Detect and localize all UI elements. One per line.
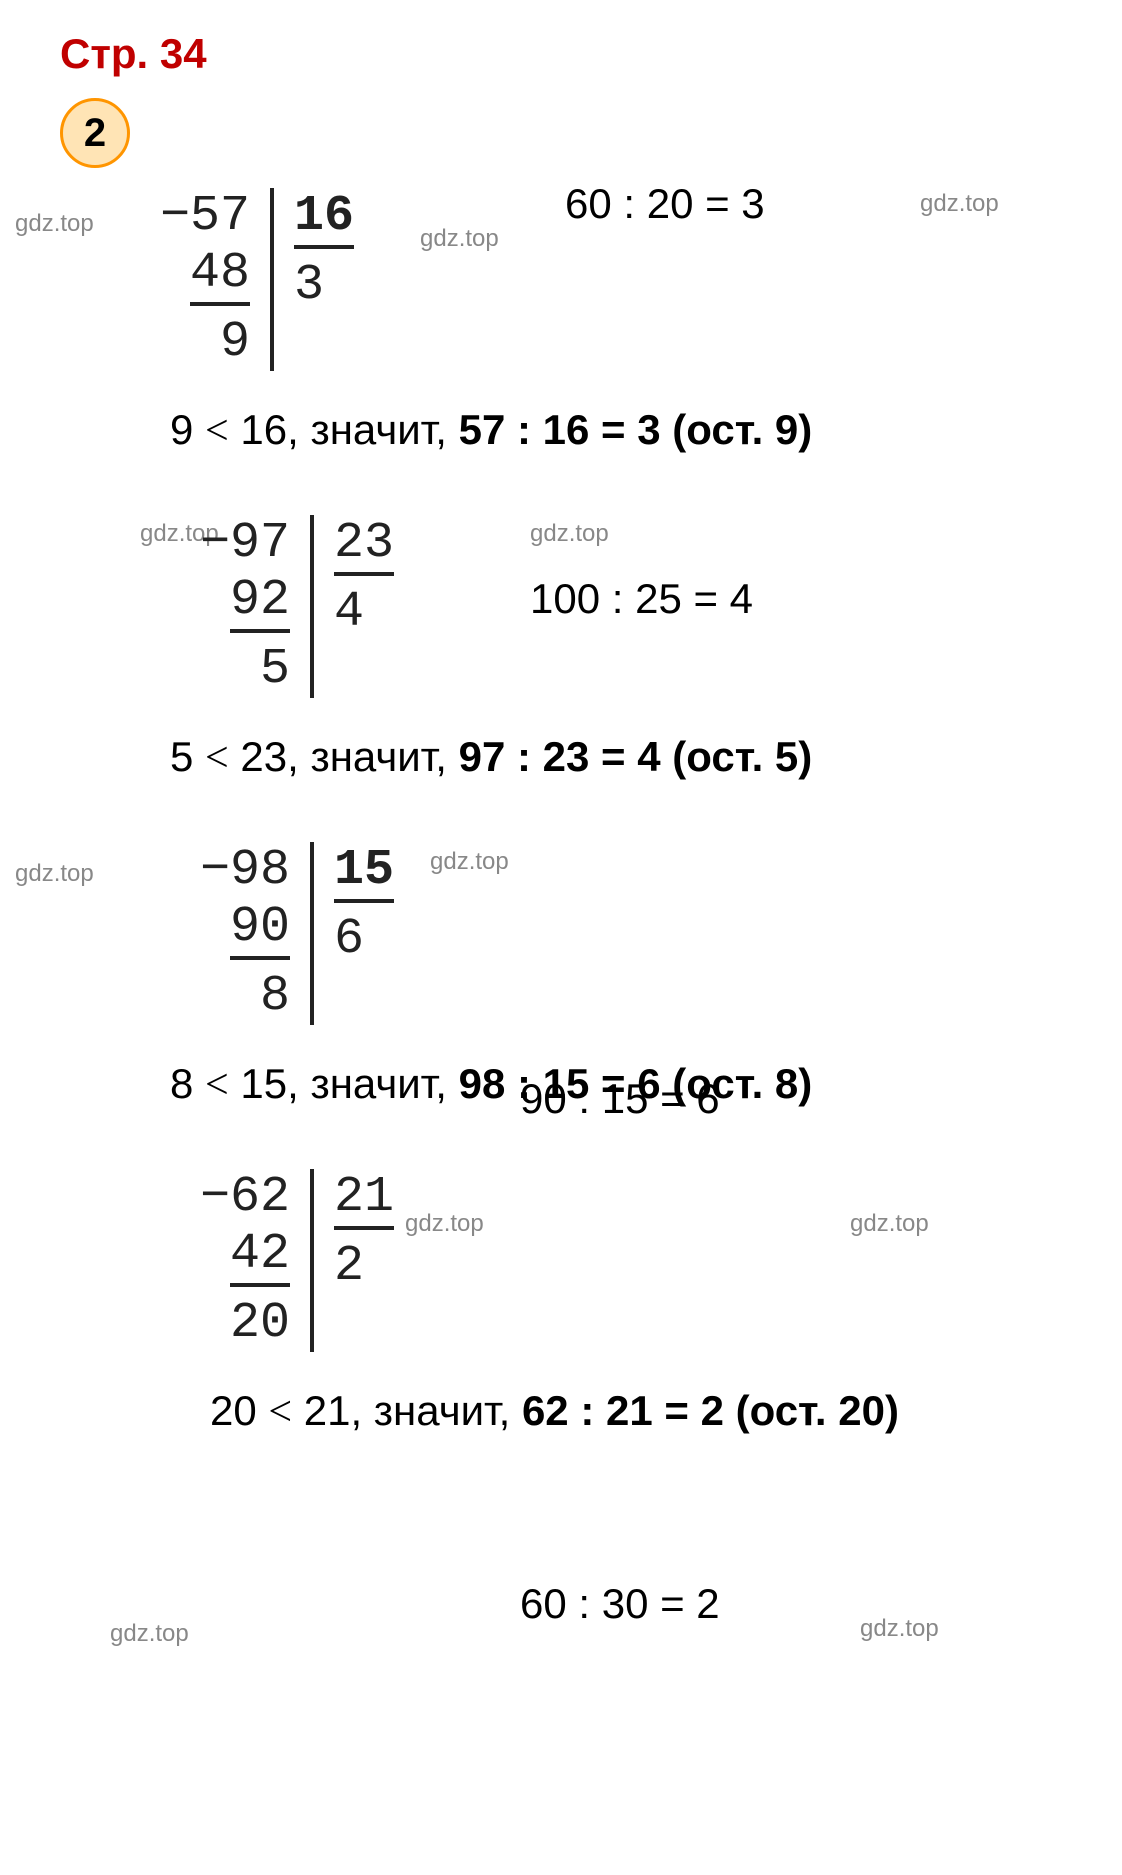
remainder: 9 — [190, 306, 250, 371]
remainder: 20 — [230, 1287, 290, 1352]
quotient: 6 — [334, 903, 394, 968]
hint-division-4: 60 : 30 = 2 — [520, 1580, 720, 1628]
subtrahend: 48 — [190, 245, 250, 306]
watermark: gdz.top — [15, 210, 94, 238]
subtrahend: 90 — [230, 899, 290, 960]
dividend: 98 — [230, 842, 290, 899]
quotient: 3 — [294, 249, 354, 314]
quotient: 2 — [334, 1230, 394, 1295]
long-division-3: − 98 90 8 15 6 — [230, 842, 1082, 1030]
remainder: 8 — [230, 960, 290, 1025]
dividend: 57 — [190, 188, 250, 245]
quotient: 4 — [334, 576, 394, 641]
minus-sign: − — [200, 1169, 230, 1226]
hint-division-1: 60 : 20 = 3 — [565, 180, 765, 228]
subtrahend: 42 — [230, 1226, 290, 1287]
minus-sign: − — [200, 842, 230, 899]
minus-sign: − — [200, 515, 230, 572]
hint-division-3: 90 : 15 = 6 — [520, 1075, 720, 1123]
dividend: 97 — [230, 515, 290, 572]
watermark: gdz.top — [15, 860, 94, 888]
watermark: gdz.top — [110, 1620, 189, 1648]
subtrahend: 92 — [230, 572, 290, 633]
dividend: 62 — [230, 1169, 290, 1226]
result-line-2: 5 < 23, значит, 97 : 23 = 4 (ост. 5) — [170, 733, 1082, 782]
hint-division-2: 100 : 25 = 4 — [530, 575, 753, 623]
problem-number-badge: 2 — [60, 98, 130, 168]
divisor: 15 — [334, 842, 394, 903]
watermark: gdz.top — [860, 1615, 939, 1643]
divisor: 16 — [294, 188, 354, 249]
remainder: 5 — [230, 633, 290, 698]
long-division-4: − 62 42 20 21 2 — [230, 1169, 1082, 1357]
minus-sign: − — [160, 188, 190, 245]
result-line-1: 9 < 16, значит, 57 : 16 = 3 (ост. 9) — [170, 406, 1082, 455]
result-line-4: 20 < 21, значит, 62 : 21 = 2 (ост. 20) — [210, 1387, 1082, 1436]
divisor: 23 — [334, 515, 394, 576]
divisor: 21 — [334, 1169, 394, 1230]
page-header: Стр. 34 — [60, 30, 1082, 78]
